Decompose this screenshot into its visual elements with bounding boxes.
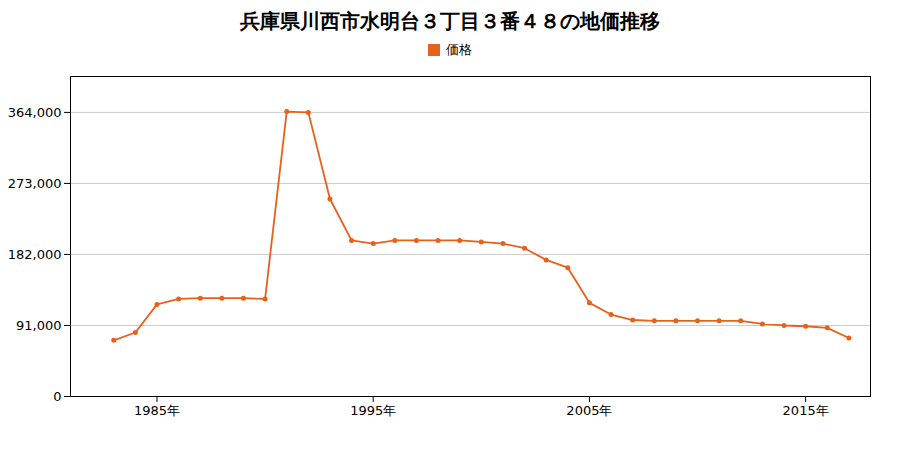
svg-text:1985年: 1985年 <box>134 403 180 418</box>
svg-text:0: 0 <box>53 389 61 404</box>
html-text:兵庫県川西市水明台３丁目３番４８の地価推移: 兵庫県川西市水明台３丁目３番４８の地価推移 <box>240 9 660 33</box>
svg-text:2015年: 2015年 <box>783 403 829 418</box>
svg-text:1995年: 1995年 <box>350 403 396 418</box>
svg-text:2005年: 2005年 <box>566 403 612 418</box>
html-text:価格: 価格 <box>446 42 472 57</box>
svg-text:364,000: 364,000 <box>8 105 62 120</box>
svg-text:273,000: 273,000 <box>8 176 62 191</box>
svg-text:91,000: 91,000 <box>16 318 62 333</box>
svg-text:182,000: 182,000 <box>8 247 62 262</box>
